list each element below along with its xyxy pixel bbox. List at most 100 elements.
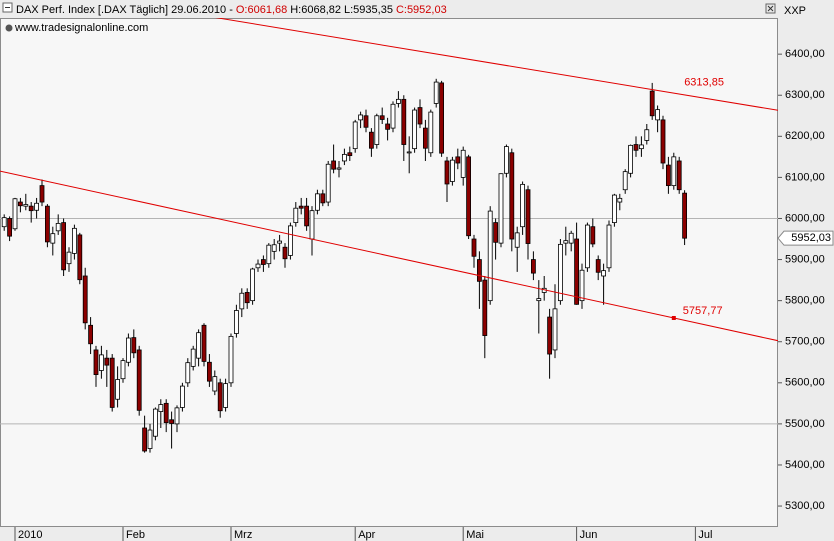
candle-body (287, 225, 293, 256)
candle-body (212, 376, 218, 392)
candle-body (449, 159, 455, 182)
candle-body (649, 90, 655, 117)
candle-body (509, 152, 515, 240)
candle-body (606, 224, 612, 269)
candle-body (271, 244, 277, 252)
candle-body (671, 156, 677, 187)
candle-body (379, 115, 385, 120)
candle-body (82, 275, 88, 324)
candle-body (325, 163, 331, 203)
candle-body (358, 114, 364, 121)
candle-body (142, 427, 148, 452)
close-icon-glyph (767, 5, 774, 12)
header-low: L:5935,35 (344, 4, 393, 16)
candle-body (136, 349, 142, 411)
candle-body (304, 205, 310, 227)
header-open: O:6061,68 (236, 4, 287, 16)
y-tick-label: 5800,00 (785, 295, 825, 307)
x-tick-label: Jul (698, 529, 712, 541)
chart-header: DAX Perf. Index [.DAX Täglich] 29.06.201… (16, 4, 447, 16)
candle-body (352, 121, 358, 150)
candle-body (233, 310, 239, 334)
candle-body (612, 194, 617, 223)
x-tick-label: Jun (580, 529, 598, 541)
candle-body (568, 232, 574, 244)
trendline (215, 18, 778, 111)
candle-body (520, 183, 525, 228)
y-tick-label: 6300,00 (785, 89, 825, 101)
plot (0, 18, 778, 453)
candle-body (412, 109, 418, 150)
candle-body (174, 407, 180, 425)
candle-body (363, 115, 369, 128)
candle-body (347, 152, 353, 157)
y-tick-label: 6000,00 (785, 212, 825, 224)
axis-label: XXP (784, 5, 806, 17)
x-tick-label: Feb (126, 529, 145, 541)
candle-body (45, 205, 50, 243)
candle-body (601, 270, 606, 277)
candle-body (1, 217, 7, 228)
trendline-label: 5757,77 (683, 305, 723, 317)
candle-body (260, 259, 266, 265)
candle-body (439, 82, 445, 154)
candle-body (622, 171, 628, 191)
candle-body (239, 292, 245, 310)
candle-body (314, 193, 320, 211)
candle-body (374, 115, 380, 145)
candle-body (72, 227, 77, 254)
candle-body (109, 357, 115, 408)
x-tick-label: Apr (358, 529, 375, 541)
candle-body (460, 149, 466, 178)
candle-body (23, 204, 29, 207)
candle-body (217, 382, 223, 412)
candle-body (244, 292, 250, 304)
last-price-tag (777, 230, 834, 246)
candle-body (152, 408, 158, 437)
candle-body (590, 226, 596, 245)
candle-body (628, 144, 633, 174)
y-tick-label: 5500,00 (785, 418, 825, 430)
candle-body (444, 160, 450, 185)
y-tick-label: 6400,00 (785, 48, 825, 60)
candle-body (385, 123, 391, 130)
candle-body (401, 98, 407, 145)
candle-body (39, 185, 45, 203)
candle-body (55, 223, 61, 232)
candle-body (514, 232, 520, 248)
candle-body (17, 201, 23, 207)
y-tick-label: 5900,00 (785, 253, 825, 265)
source-icon (5, 24, 13, 32)
candle-body (99, 354, 104, 371)
candle-body (293, 207, 299, 223)
x-tick-label: Mai (466, 529, 484, 541)
candle-body (266, 244, 272, 265)
instrument: DAX Perf. Index [.DAX Täglich] 29.06.201… (16, 4, 233, 16)
candle-body (336, 167, 342, 170)
candle-body (433, 81, 439, 104)
candle-body (196, 332, 202, 359)
candle-body (666, 164, 671, 187)
y-tick-label: 5300,00 (785, 500, 825, 512)
candle-body (558, 243, 563, 302)
candle-body (395, 98, 401, 104)
candle-body (487, 210, 493, 302)
candle-body (531, 259, 536, 274)
candle-body (223, 383, 229, 408)
candle-body (331, 160, 337, 170)
candle-body (563, 240, 569, 244)
candle-body (206, 361, 212, 382)
candle-body (34, 202, 39, 211)
candle-body (228, 335, 234, 384)
candle-body (93, 349, 99, 375)
candle-body (277, 240, 283, 244)
candle-body (536, 298, 542, 302)
candle-body (579, 269, 585, 302)
candle-body (77, 234, 83, 281)
candle-body (12, 198, 18, 230)
candle-body (147, 429, 153, 449)
y-tick-label: 6100,00 (785, 171, 825, 183)
candle-body (169, 419, 175, 424)
candle-body (498, 173, 504, 244)
candle-body (7, 218, 12, 237)
